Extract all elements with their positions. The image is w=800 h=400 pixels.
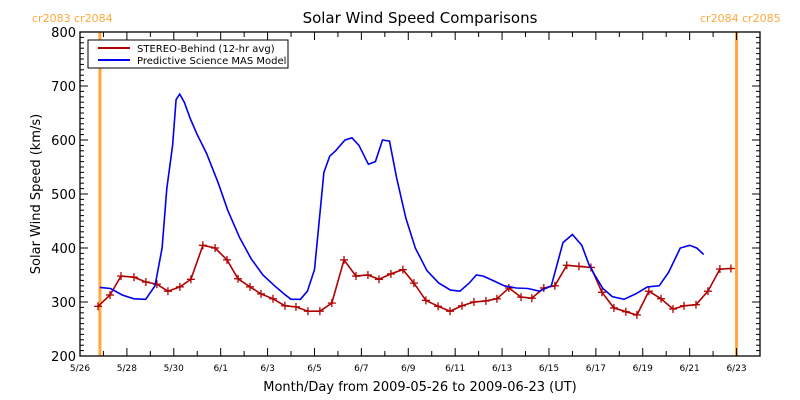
data-point-stereo <box>303 307 312 316</box>
x-tick-label: 6/17 <box>586 364 606 374</box>
data-point-stereo <box>351 272 360 281</box>
carrington-label-right: cr2084 cr2085 <box>700 12 781 25</box>
x-tick-label: 5/30 <box>164 364 184 374</box>
data-point-stereo <box>680 301 689 310</box>
x-tick-label: 6/13 <box>492 364 512 374</box>
data-point-stereo <box>386 269 395 278</box>
y-axis-label: Solar Wind Speed (km/s) <box>29 114 44 274</box>
data-point-stereo <box>363 271 372 279</box>
data-point-stereo <box>129 273 138 282</box>
data-point-stereo <box>457 301 466 310</box>
data-point-stereo <box>597 288 606 297</box>
x-tick-label: 6/15 <box>539 364 559 374</box>
x-tick-label: 6/19 <box>633 364 653 374</box>
data-point-stereo <box>434 302 443 311</box>
data-point-stereo <box>106 290 115 299</box>
x-tick-label: 6/11 <box>445 364 465 374</box>
y-tick-label: 400 <box>51 242 76 257</box>
y-tick-label: 300 <box>51 296 76 311</box>
x-tick-label: 6/5 <box>307 364 321 374</box>
data-point-stereo <box>94 302 103 311</box>
legend-box <box>87 39 289 69</box>
data-point-stereo <box>340 255 349 264</box>
x-tick-label: 5/28 <box>117 364 137 374</box>
data-point-stereo <box>562 261 571 270</box>
data-point-stereo <box>609 303 618 312</box>
data-point-stereo <box>257 289 266 298</box>
series-line-model <box>99 92 705 301</box>
x-tick-label: 6/7 <box>354 364 368 374</box>
x-tick-label: 5/26 <box>70 364 90 374</box>
axes: 200 300 400 500 600 700 800 5/26 5/28 5/30 6/1 6/3 6… <box>51 26 761 374</box>
data-point-stereo <box>657 294 666 303</box>
y-tick-label: 700 <box>51 80 76 95</box>
carrington-label-left: cr2083 cr2084 <box>32 12 113 25</box>
x-tick-label: 6/23 <box>726 364 746 374</box>
data-point-stereo <box>398 265 407 274</box>
data-point-stereo <box>504 283 513 292</box>
data-point-stereo <box>715 265 724 274</box>
data-point-stereo <box>175 282 184 291</box>
legend: STEREO-Behind (12-hr avg) Predictive Sci… <box>87 39 289 69</box>
legend-label-model: Predictive Science MAS Model <box>137 56 286 67</box>
data-point-stereo <box>315 307 324 316</box>
data-point-stereo <box>198 241 207 250</box>
data-point-stereo <box>517 293 526 302</box>
x-tick-label: 6/3 <box>260 364 274 374</box>
data-point-stereo <box>527 294 536 303</box>
data-point-stereo <box>374 275 383 284</box>
x-tick-label: 6/21 <box>680 364 700 374</box>
data-point-stereo <box>223 255 232 264</box>
y-tick-label: 600 <box>51 134 76 149</box>
data-point-stereo <box>726 264 735 273</box>
y-tick-label: 500 <box>51 188 76 203</box>
data-point-stereo <box>492 294 501 303</box>
data-point-stereo <box>117 272 126 281</box>
data-point-stereo <box>234 274 243 283</box>
data-point-stereo <box>621 307 630 316</box>
y-tick-label: 800 <box>51 26 76 41</box>
data-point-stereo <box>152 280 161 289</box>
data-point-stereo <box>632 310 641 319</box>
data-point-stereo <box>421 296 430 305</box>
data-point-stereo <box>550 281 559 290</box>
x-tick-label: 6/9 <box>401 364 416 374</box>
data-point-stereo <box>644 287 653 296</box>
chart-title: Solar Wind Speed Comparisons <box>303 9 538 27</box>
data-point-stereo <box>246 282 254 291</box>
data-point-stereo <box>280 301 289 310</box>
data-point-stereo <box>186 275 195 284</box>
data-point-stereo <box>268 294 277 303</box>
plot-area <box>94 32 739 356</box>
data-point-stereo <box>141 278 150 287</box>
data-point-stereo <box>446 307 455 316</box>
x-axis-label: Month/Day from 2009-05-26 to 2009-06-23 … <box>263 380 576 395</box>
data-point-stereo <box>669 305 678 314</box>
plot-frame <box>79 31 761 357</box>
data-point-stereo <box>211 244 220 252</box>
data-point-stereo <box>574 262 583 271</box>
data-point-stereo <box>469 298 478 306</box>
y-tick-label: 200 <box>51 350 76 365</box>
data-point-stereo <box>163 287 172 296</box>
data-point-stereo <box>481 296 490 305</box>
legend-label-stereo: STEREO-Behind (12-hr avg) <box>137 44 275 55</box>
x-tick-label: 6/1 <box>213 364 227 374</box>
data-point-stereo <box>327 299 336 308</box>
data-point-stereo <box>291 302 300 311</box>
data-point-stereo <box>409 279 418 288</box>
data-point-stereo <box>691 300 700 309</box>
data-point-stereo <box>703 287 712 296</box>
